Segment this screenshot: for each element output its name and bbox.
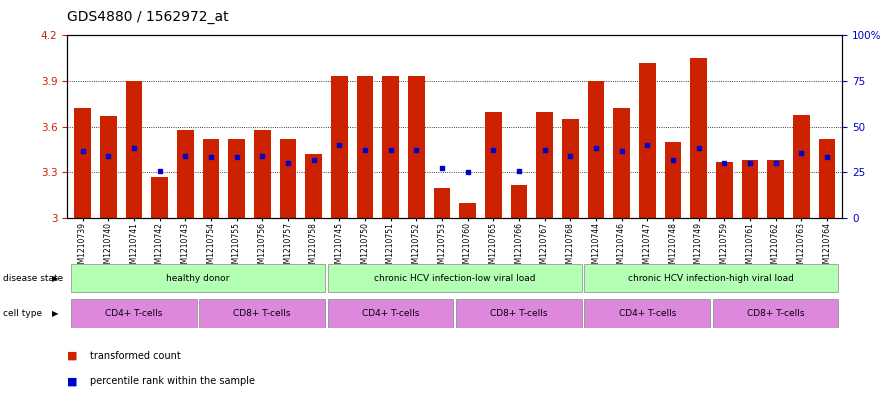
Bar [177,130,194,218]
Bar [819,139,835,218]
Bar [328,299,453,328]
Bar [228,139,245,218]
Bar [200,299,325,328]
Bar [434,188,450,218]
Bar [485,112,502,218]
Bar [767,160,784,218]
Text: ■: ■ [67,376,78,386]
Bar [511,185,527,218]
Bar [562,119,579,218]
Bar [408,77,425,218]
Bar [125,81,142,218]
Bar [639,63,656,218]
Bar [71,299,197,328]
Text: CD4+ T-cells: CD4+ T-cells [618,309,676,318]
Bar [100,116,116,218]
Bar [74,108,90,218]
Bar [665,142,681,218]
Text: CD8+ T-cells: CD8+ T-cells [234,309,291,318]
Bar [328,264,582,292]
Text: GDS4880 / 1562972_at: GDS4880 / 1562972_at [67,10,228,24]
Text: healthy donor: healthy donor [167,274,229,283]
Bar [460,203,476,218]
Text: cell type: cell type [3,309,42,318]
Bar [254,130,271,218]
Text: CD8+ T-cells: CD8+ T-cells [490,309,547,318]
Bar [202,139,220,218]
Text: CD4+ T-cells: CD4+ T-cells [362,309,419,318]
Bar [588,81,604,218]
Text: disease state: disease state [3,274,63,283]
Text: chronic HCV infection-low viral load: chronic HCV infection-low viral load [374,274,536,283]
Bar [584,264,839,292]
Bar [690,58,707,218]
Bar [280,139,297,218]
Bar [793,115,809,218]
Bar [383,77,399,218]
Text: percentile rank within the sample: percentile rank within the sample [90,376,254,386]
Text: chronic HCV infection-high viral load: chronic HCV infection-high viral load [628,274,794,283]
Bar [151,177,168,218]
Bar [357,77,374,218]
Bar [331,77,348,218]
Text: ▶: ▶ [52,274,58,283]
Text: ■: ■ [67,351,78,361]
Text: CD8+ T-cells: CD8+ T-cells [746,309,805,318]
Bar [742,160,758,218]
Bar [536,112,553,218]
Bar [456,299,582,328]
Text: transformed count: transformed count [90,351,180,361]
Bar [712,299,839,328]
Bar [306,154,322,218]
Bar [613,108,630,218]
Text: ▶: ▶ [52,309,58,318]
Bar [716,162,733,218]
Bar [584,299,710,328]
Bar [71,264,325,292]
Text: CD4+ T-cells: CD4+ T-cells [105,309,162,318]
